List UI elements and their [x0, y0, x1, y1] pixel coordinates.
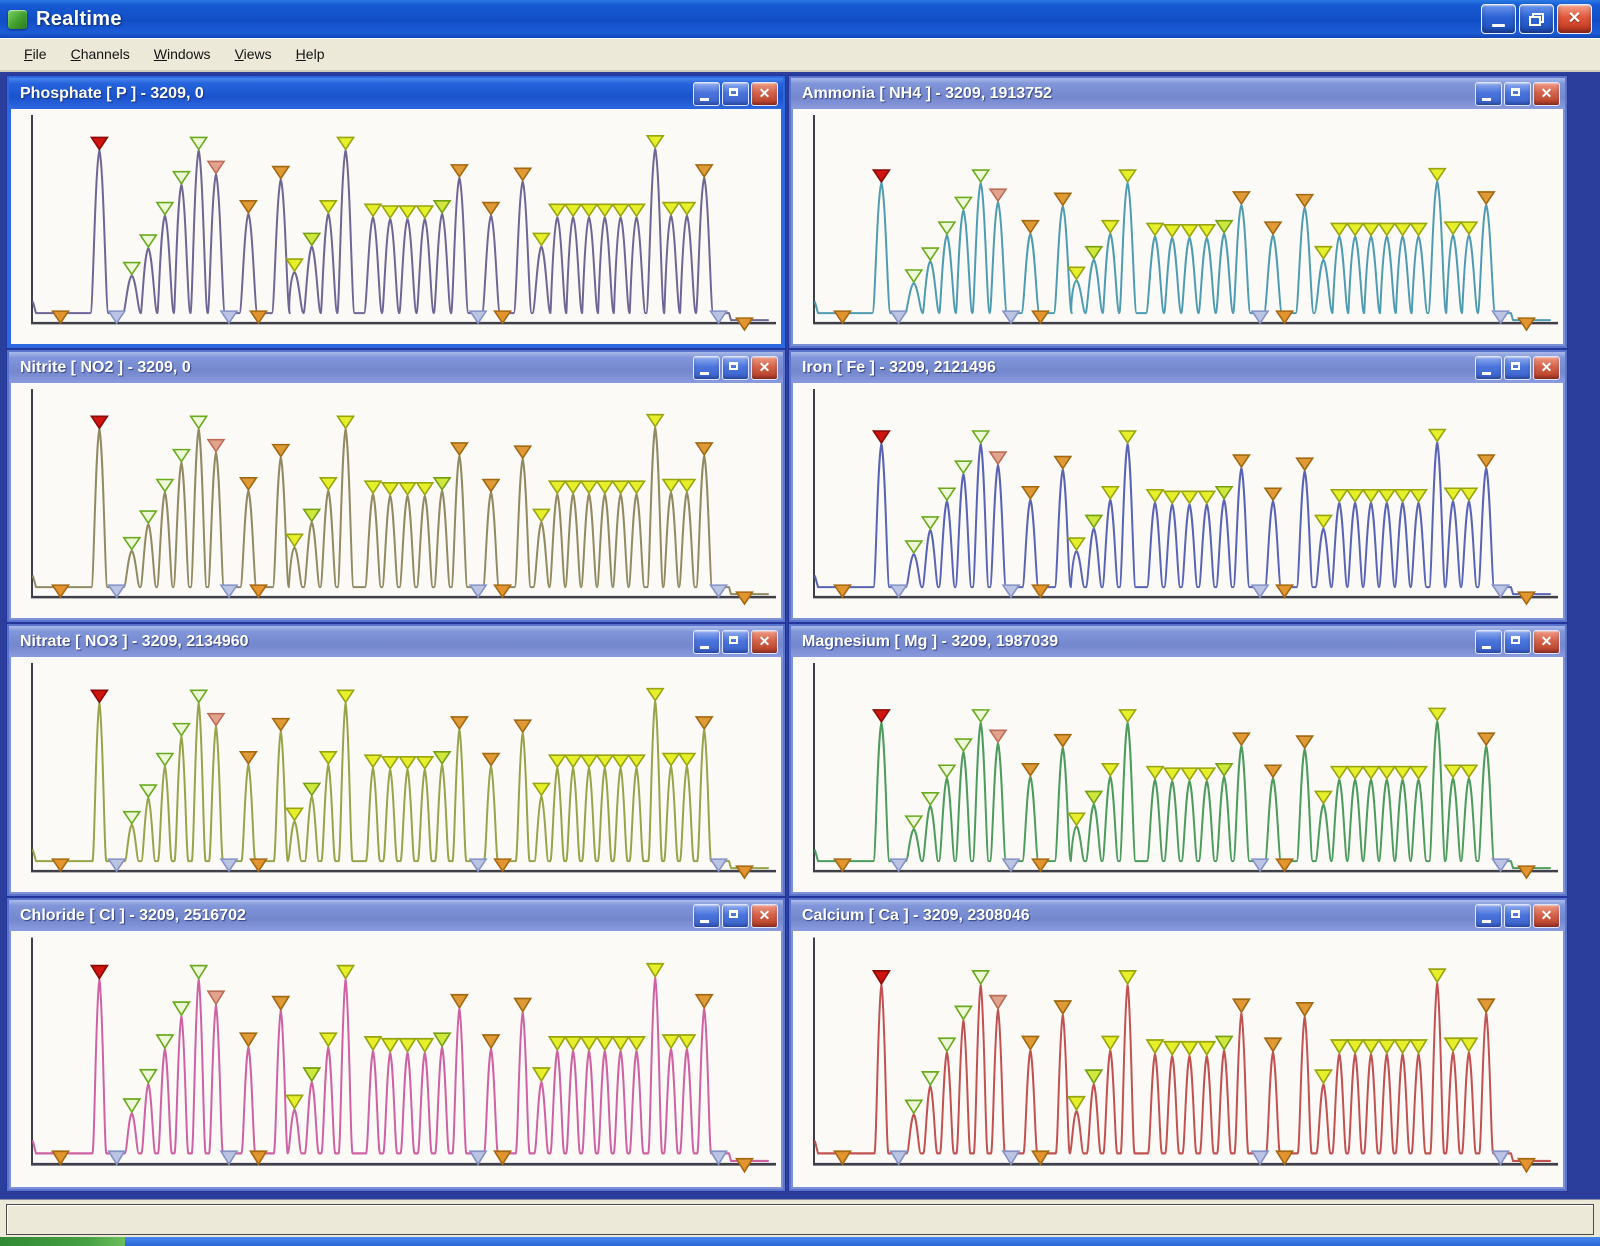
channel-titlebar[interactable]: Phosphate [ P ] - 3209, 0 [9, 78, 783, 109]
chromatogram-plot[interactable] [793, 931, 1563, 1187]
chromatogram-nitrate[interactable] [11, 657, 781, 892]
maximize-button[interactable] [1504, 629, 1531, 654]
channel-window-calcium: Calcium [ Ca ] - 3209, 2308046 [789, 898, 1567, 1191]
maximize-button[interactable] [722, 629, 749, 654]
close-button[interactable] [751, 81, 778, 106]
channel-window-phosphate: Phosphate [ P ] - 3209, 0 [7, 76, 785, 348]
restore-icon [1529, 12, 1544, 26]
channel-window-controls [1475, 903, 1560, 928]
close-icon: ✕ [1567, 10, 1582, 27]
menu-item-channels[interactable]: Channels [70, 46, 130, 62]
minimize-button[interactable] [1481, 4, 1516, 34]
chromatogram-plot[interactable] [793, 657, 1563, 892]
close-button[interactable] [751, 355, 778, 380]
channel-window-ammonia: Ammonia [ NH4 ] - 3209, 1913752 [789, 76, 1567, 348]
channel-title: Calcium [ Ca ] - 3209, 2308046 [802, 906, 1030, 924]
chromatogram-plot[interactable] [11, 657, 781, 892]
chromatogram-iron[interactable] [793, 383, 1563, 618]
start-button-fragment[interactable] [0, 1237, 125, 1246]
channel-titlebar[interactable]: Nitrite [ NO2 ] - 3209, 0 [9, 352, 783, 383]
chromatogram-ammonia[interactable] [793, 109, 1563, 344]
channel-title: Chloride [ Cl ] - 3209, 2516702 [20, 906, 246, 924]
chromatogram-chloride[interactable] [11, 931, 781, 1187]
channel-title: Iron [ Fe ] - 3209, 2121496 [802, 358, 996, 376]
taskbar [0, 1237, 1600, 1246]
channel-title: Nitrate [ NO3 ] - 3209, 2134960 [20, 632, 249, 650]
menu-item-windows[interactable]: Windows [153, 46, 211, 62]
channel-window-magnesium: Magnesium [ Mg ] - 3209, 1987039 [789, 624, 1567, 896]
close-button[interactable] [751, 903, 778, 928]
menu-item-views[interactable]: Views [234, 46, 272, 62]
close-button[interactable] [1533, 629, 1560, 654]
channel-titlebar[interactable]: Chloride [ Cl ] - 3209, 2516702 [9, 900, 783, 931]
chromatogram-magnesium[interactable] [793, 657, 1563, 892]
maximize-button[interactable] [1504, 903, 1531, 928]
channel-title: Phosphate [ P ] - 3209, 0 [20, 84, 204, 102]
taskbar-fragment [125, 1237, 1600, 1246]
menu-bar: File Channels Windows Views Help [0, 38, 1600, 72]
channel-titlebar[interactable]: Iron [ Fe ] - 3209, 2121496 [791, 352, 1565, 383]
close-button[interactable] [751, 629, 778, 654]
close-button[interactable] [1533, 903, 1560, 928]
chromatogram-plot[interactable] [11, 931, 781, 1187]
menu-item-help[interactable]: Help [295, 46, 325, 62]
channel-window-controls [693, 629, 778, 654]
channel-title: Ammonia [ NH4 ] - 3209, 1913752 [802, 84, 1052, 102]
channel-window-controls [1475, 81, 1560, 106]
chromatogram-plot[interactable] [793, 383, 1563, 618]
chromatogram-phosphate[interactable] [11, 109, 781, 344]
app-titlebar[interactable]: Realtime ✕ [0, 0, 1600, 38]
status-area [0, 1199, 1600, 1237]
minimize-button[interactable] [693, 81, 720, 106]
chromatogram-nitrite[interactable] [11, 383, 781, 618]
channel-title: Magnesium [ Mg ] - 3209, 1987039 [802, 632, 1059, 650]
maximize-button[interactable] [722, 903, 749, 928]
channel-window-iron: Iron [ Fe ] - 3209, 2121496 [789, 350, 1567, 622]
channel-window-controls [693, 903, 778, 928]
close-button[interactable] [1533, 81, 1560, 106]
maximize-button[interactable] [1504, 81, 1531, 106]
channel-window-nitrite: Nitrite [ NO2 ] - 3209, 0 [7, 350, 785, 622]
window-controls: ✕ [1481, 4, 1592, 34]
channel-window-controls [1475, 629, 1560, 654]
menu-item-file[interactable]: File [24, 46, 47, 62]
channel-window-chloride: Chloride [ Cl ] - 3209, 2516702 [7, 898, 785, 1191]
minimize-button[interactable] [693, 903, 720, 928]
channel-title: Nitrite [ NO2 ] - 3209, 0 [20, 358, 191, 376]
minimize-button[interactable] [1475, 903, 1502, 928]
channel-window-controls [693, 81, 778, 106]
minimize-button[interactable] [1475, 81, 1502, 106]
minimize-button[interactable] [1475, 355, 1502, 380]
channel-titlebar[interactable]: Ammonia [ NH4 ] - 3209, 1913752 [791, 78, 1565, 109]
close-button[interactable]: ✕ [1557, 4, 1592, 34]
minimize-button[interactable] [1475, 629, 1502, 654]
mdi-client: Phosphate [ P ] - 3209, 0 Ammonia [ NH4 … [0, 72, 1600, 1199]
channel-titlebar[interactable]: Magnesium [ Mg ] - 3209, 1987039 [791, 626, 1565, 657]
channel-titlebar[interactable]: Nitrate [ NO3 ] - 3209, 2134960 [9, 626, 783, 657]
minimize-button[interactable] [693, 629, 720, 654]
maximize-button[interactable] [722, 355, 749, 380]
app-title: Realtime [36, 7, 122, 30]
channel-window-nitrate: Nitrate [ NO3 ] - 3209, 2134960 [7, 624, 785, 896]
restore-button[interactable] [1519, 4, 1554, 34]
minimize-icon [1492, 24, 1505, 27]
status-bar [6, 1204, 1594, 1235]
channel-window-controls [693, 355, 778, 380]
chromatogram-plot[interactable] [11, 383, 781, 618]
maximize-button[interactable] [1504, 355, 1531, 380]
minimize-button[interactable] [693, 355, 720, 380]
app-icon [8, 9, 27, 29]
close-button[interactable] [1533, 355, 1560, 380]
chromatogram-calcium[interactable] [793, 931, 1563, 1187]
channel-window-controls [1475, 355, 1560, 380]
chromatogram-plot[interactable] [11, 109, 781, 344]
chromatogram-plot[interactable] [793, 109, 1563, 344]
maximize-button[interactable] [722, 81, 749, 106]
channel-titlebar[interactable]: Calcium [ Ca ] - 3209, 2308046 [791, 900, 1565, 931]
